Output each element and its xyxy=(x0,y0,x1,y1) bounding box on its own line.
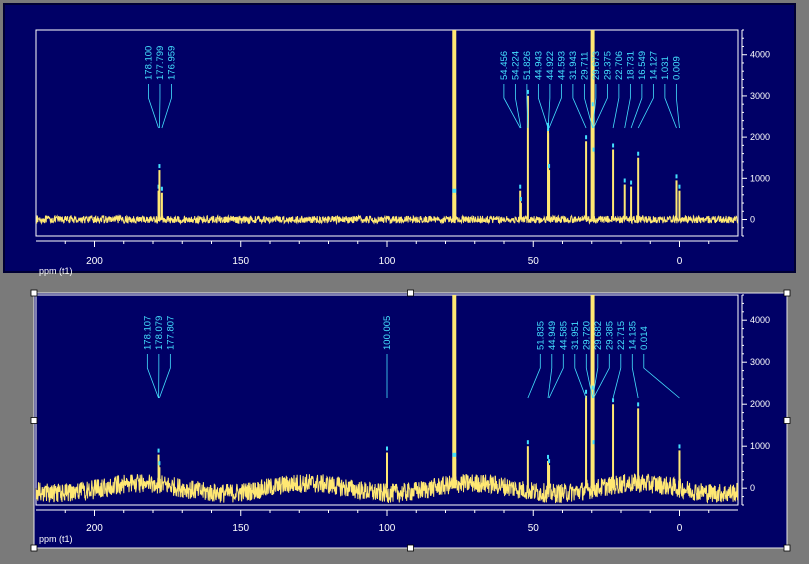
peak-label: 51.826 xyxy=(522,51,533,80)
resize-handle[interactable] xyxy=(408,545,414,551)
y-tick-label: 0 xyxy=(750,483,755,493)
peak-label: 100.005 xyxy=(382,316,393,350)
y-tick-label: 1000 xyxy=(750,173,770,183)
peak-label: 29.673 xyxy=(591,51,602,80)
peak-label: 1.031 xyxy=(660,56,671,80)
peak-label: 178.079 xyxy=(154,316,165,350)
x-tick-label: 200 xyxy=(86,256,103,267)
peak-label: 0.014 xyxy=(639,326,650,350)
peak-label: 29.711 xyxy=(579,52,590,80)
y-tick-label: 2000 xyxy=(750,399,770,409)
peak-label: 0.009 xyxy=(671,56,682,80)
peak-label: 176.959 xyxy=(166,46,177,80)
peak-label: 54.456 xyxy=(499,51,510,80)
peak-label: 44.943 xyxy=(533,51,544,80)
peak-label: 177.799 xyxy=(155,46,166,80)
resize-handle[interactable] xyxy=(408,290,414,296)
peak-label: 44.593 xyxy=(556,51,567,80)
peak-label: 31.951 xyxy=(570,321,581,350)
peak-label: 44.585 xyxy=(558,321,569,350)
peak-label: 54.224 xyxy=(510,51,521,80)
peak-label: 51.835 xyxy=(535,321,546,350)
peak-label: 14.127 xyxy=(648,51,659,80)
spectrum-panel-2: 200 150 100 50 0 ppm (t1) 0 1000 2000 3000 4000 178… xyxy=(31,290,790,551)
peak-label: 16.549 xyxy=(637,51,648,80)
peak-label: 29.682 xyxy=(593,321,604,350)
x-tick-label: 200 xyxy=(86,523,103,534)
x-tick-label: 0 xyxy=(677,523,683,534)
y-tick-label: 1000 xyxy=(750,441,770,451)
x-tick-label: 150 xyxy=(232,523,249,534)
resize-handle[interactable] xyxy=(784,290,790,296)
x-tick-label: 50 xyxy=(528,256,540,267)
peak-label: 18.731 xyxy=(625,51,636,80)
peak-label: 178.100 xyxy=(143,46,154,80)
y-tick-label: 4000 xyxy=(750,50,770,60)
peak-label: 22.706 xyxy=(614,51,625,80)
x-axis-label: ppm (t1) xyxy=(39,534,73,544)
y-tick-label: 3000 xyxy=(750,91,770,101)
peak-label: 44.922 xyxy=(545,51,556,80)
spectrum-panel-1: 200 150 100 50 0 ppm (t1) 0 1000 2000 3000 4000 178… xyxy=(4,4,795,276)
resize-handle[interactable] xyxy=(31,418,37,424)
y-tick-label: 0 xyxy=(750,215,755,225)
resize-handle[interactable] xyxy=(784,545,790,551)
y-tick-label: 4000 xyxy=(750,315,770,325)
x-tick-label: 150 xyxy=(232,256,249,267)
y-tick-label: 3000 xyxy=(750,357,770,367)
x-axis-label: ppm (t1) xyxy=(39,266,73,276)
peak-label: 29.385 xyxy=(604,321,615,350)
x-tick-label: 0 xyxy=(677,256,683,267)
peak-label: 14.135 xyxy=(627,321,638,350)
peak-label: 29.375 xyxy=(602,51,613,80)
resize-handle[interactable] xyxy=(784,418,790,424)
x-tick-label: 100 xyxy=(379,256,396,267)
peak-label: 31.943 xyxy=(568,51,579,80)
y-tick-label: 2000 xyxy=(750,132,770,142)
x-tick-label: 100 xyxy=(379,523,396,534)
resize-handle[interactable] xyxy=(31,545,37,551)
resize-handle[interactable] xyxy=(31,290,37,296)
peak-label: 29.720 xyxy=(581,321,592,350)
peak-label: 22.715 xyxy=(616,321,627,350)
peak-label: 178.107 xyxy=(142,316,153,350)
panel-frame xyxy=(4,4,795,272)
peak-label: 44.949 xyxy=(547,321,558,350)
x-tick-label: 50 xyxy=(528,523,540,534)
peak-label: 177.807 xyxy=(165,316,176,350)
